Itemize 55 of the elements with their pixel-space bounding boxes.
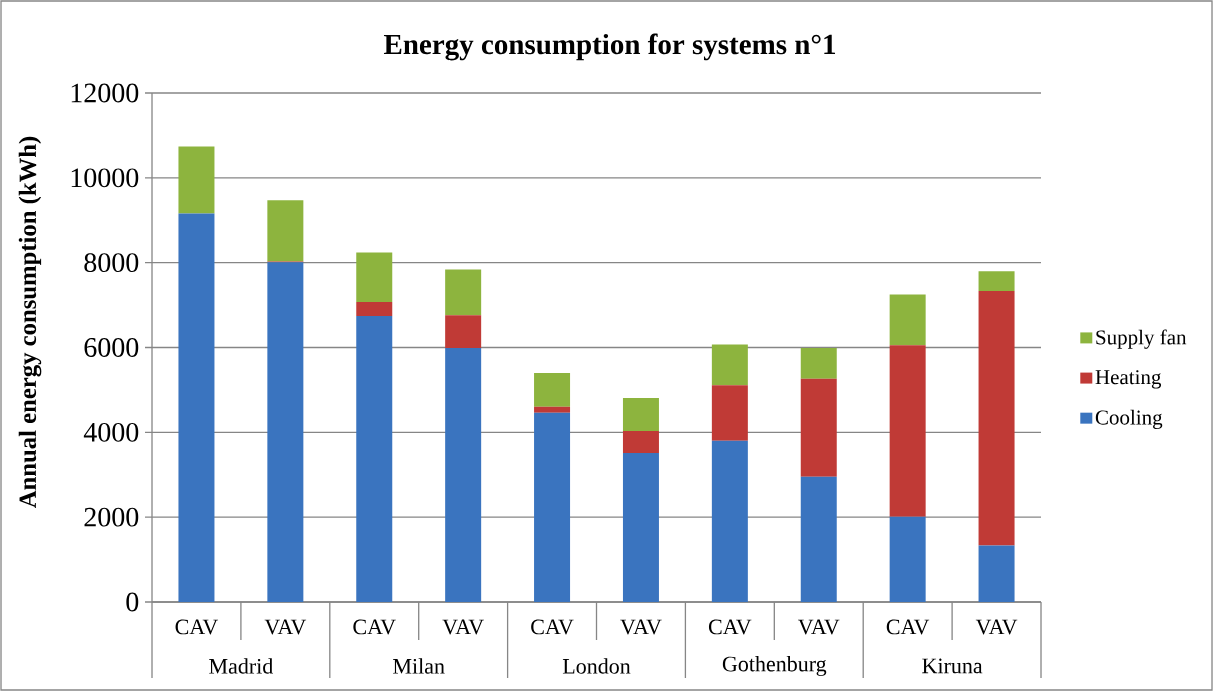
x-tick-label: CAV <box>708 619 752 635</box>
y-tick-label: 10000 <box>71 168 139 188</box>
bar <box>711 385 748 441</box>
y-tick-label: 8000 <box>84 253 139 273</box>
bar <box>711 344 748 386</box>
bar <box>445 269 482 316</box>
x-tick-label: VAV <box>264 619 307 635</box>
legend-label: Heating <box>1095 370 1162 389</box>
bar <box>534 406 571 413</box>
text: London <box>562 658 631 674</box>
text: Madrid <box>209 658 274 674</box>
bar <box>711 440 748 602</box>
legend-label: Cooling <box>1095 409 1163 429</box>
x-tick-label: VAV <box>442 619 484 635</box>
y-tick-label: 4000 <box>83 422 139 442</box>
bar <box>534 412 571 602</box>
bar <box>445 347 482 602</box>
x-tick-label: CAV <box>886 619 930 635</box>
y-axis-title: Annual energy consumption (kWh) <box>18 136 42 508</box>
x-tick-label: VAV <box>975 619 1018 635</box>
y-tick-label: 12000 <box>71 83 139 103</box>
bar <box>889 516 926 602</box>
bar <box>534 372 571 407</box>
bar <box>978 545 1015 602</box>
bar <box>356 316 393 602</box>
x-tick-label: VAV <box>798 619 840 635</box>
x-tick-label: VAV <box>620 619 662 635</box>
text: Kiruna <box>922 658 983 674</box>
bar <box>178 146 215 214</box>
text: Gothenburg <box>722 655 827 676</box>
bar <box>267 262 304 602</box>
bar <box>356 302 393 317</box>
y-tick-label: 2000 <box>84 507 139 527</box>
bar <box>800 476 837 602</box>
chart-title: Energy consumption for systems n°1 <box>383 33 836 61</box>
bar <box>356 252 393 303</box>
bar <box>622 453 659 602</box>
bar <box>800 378 837 477</box>
bar <box>978 271 1015 292</box>
bar <box>889 345 926 517</box>
bar <box>800 347 837 379</box>
x-tick-label: CAV <box>531 619 574 635</box>
x-tick-label: CAV <box>175 619 219 635</box>
bar <box>178 213 215 602</box>
x-tick-label: CAV <box>353 619 396 635</box>
bar <box>978 291 1015 546</box>
bar <box>445 315 482 348</box>
text: Milan <box>393 658 445 674</box>
bar <box>622 431 659 454</box>
bar <box>622 397 659 432</box>
bar <box>267 200 304 262</box>
bar <box>889 294 926 346</box>
y-tick-label: 6000 <box>84 338 139 357</box>
y-tick-label: 0 <box>126 592 139 612</box>
legend-label: Supply fan <box>1096 329 1187 349</box>
